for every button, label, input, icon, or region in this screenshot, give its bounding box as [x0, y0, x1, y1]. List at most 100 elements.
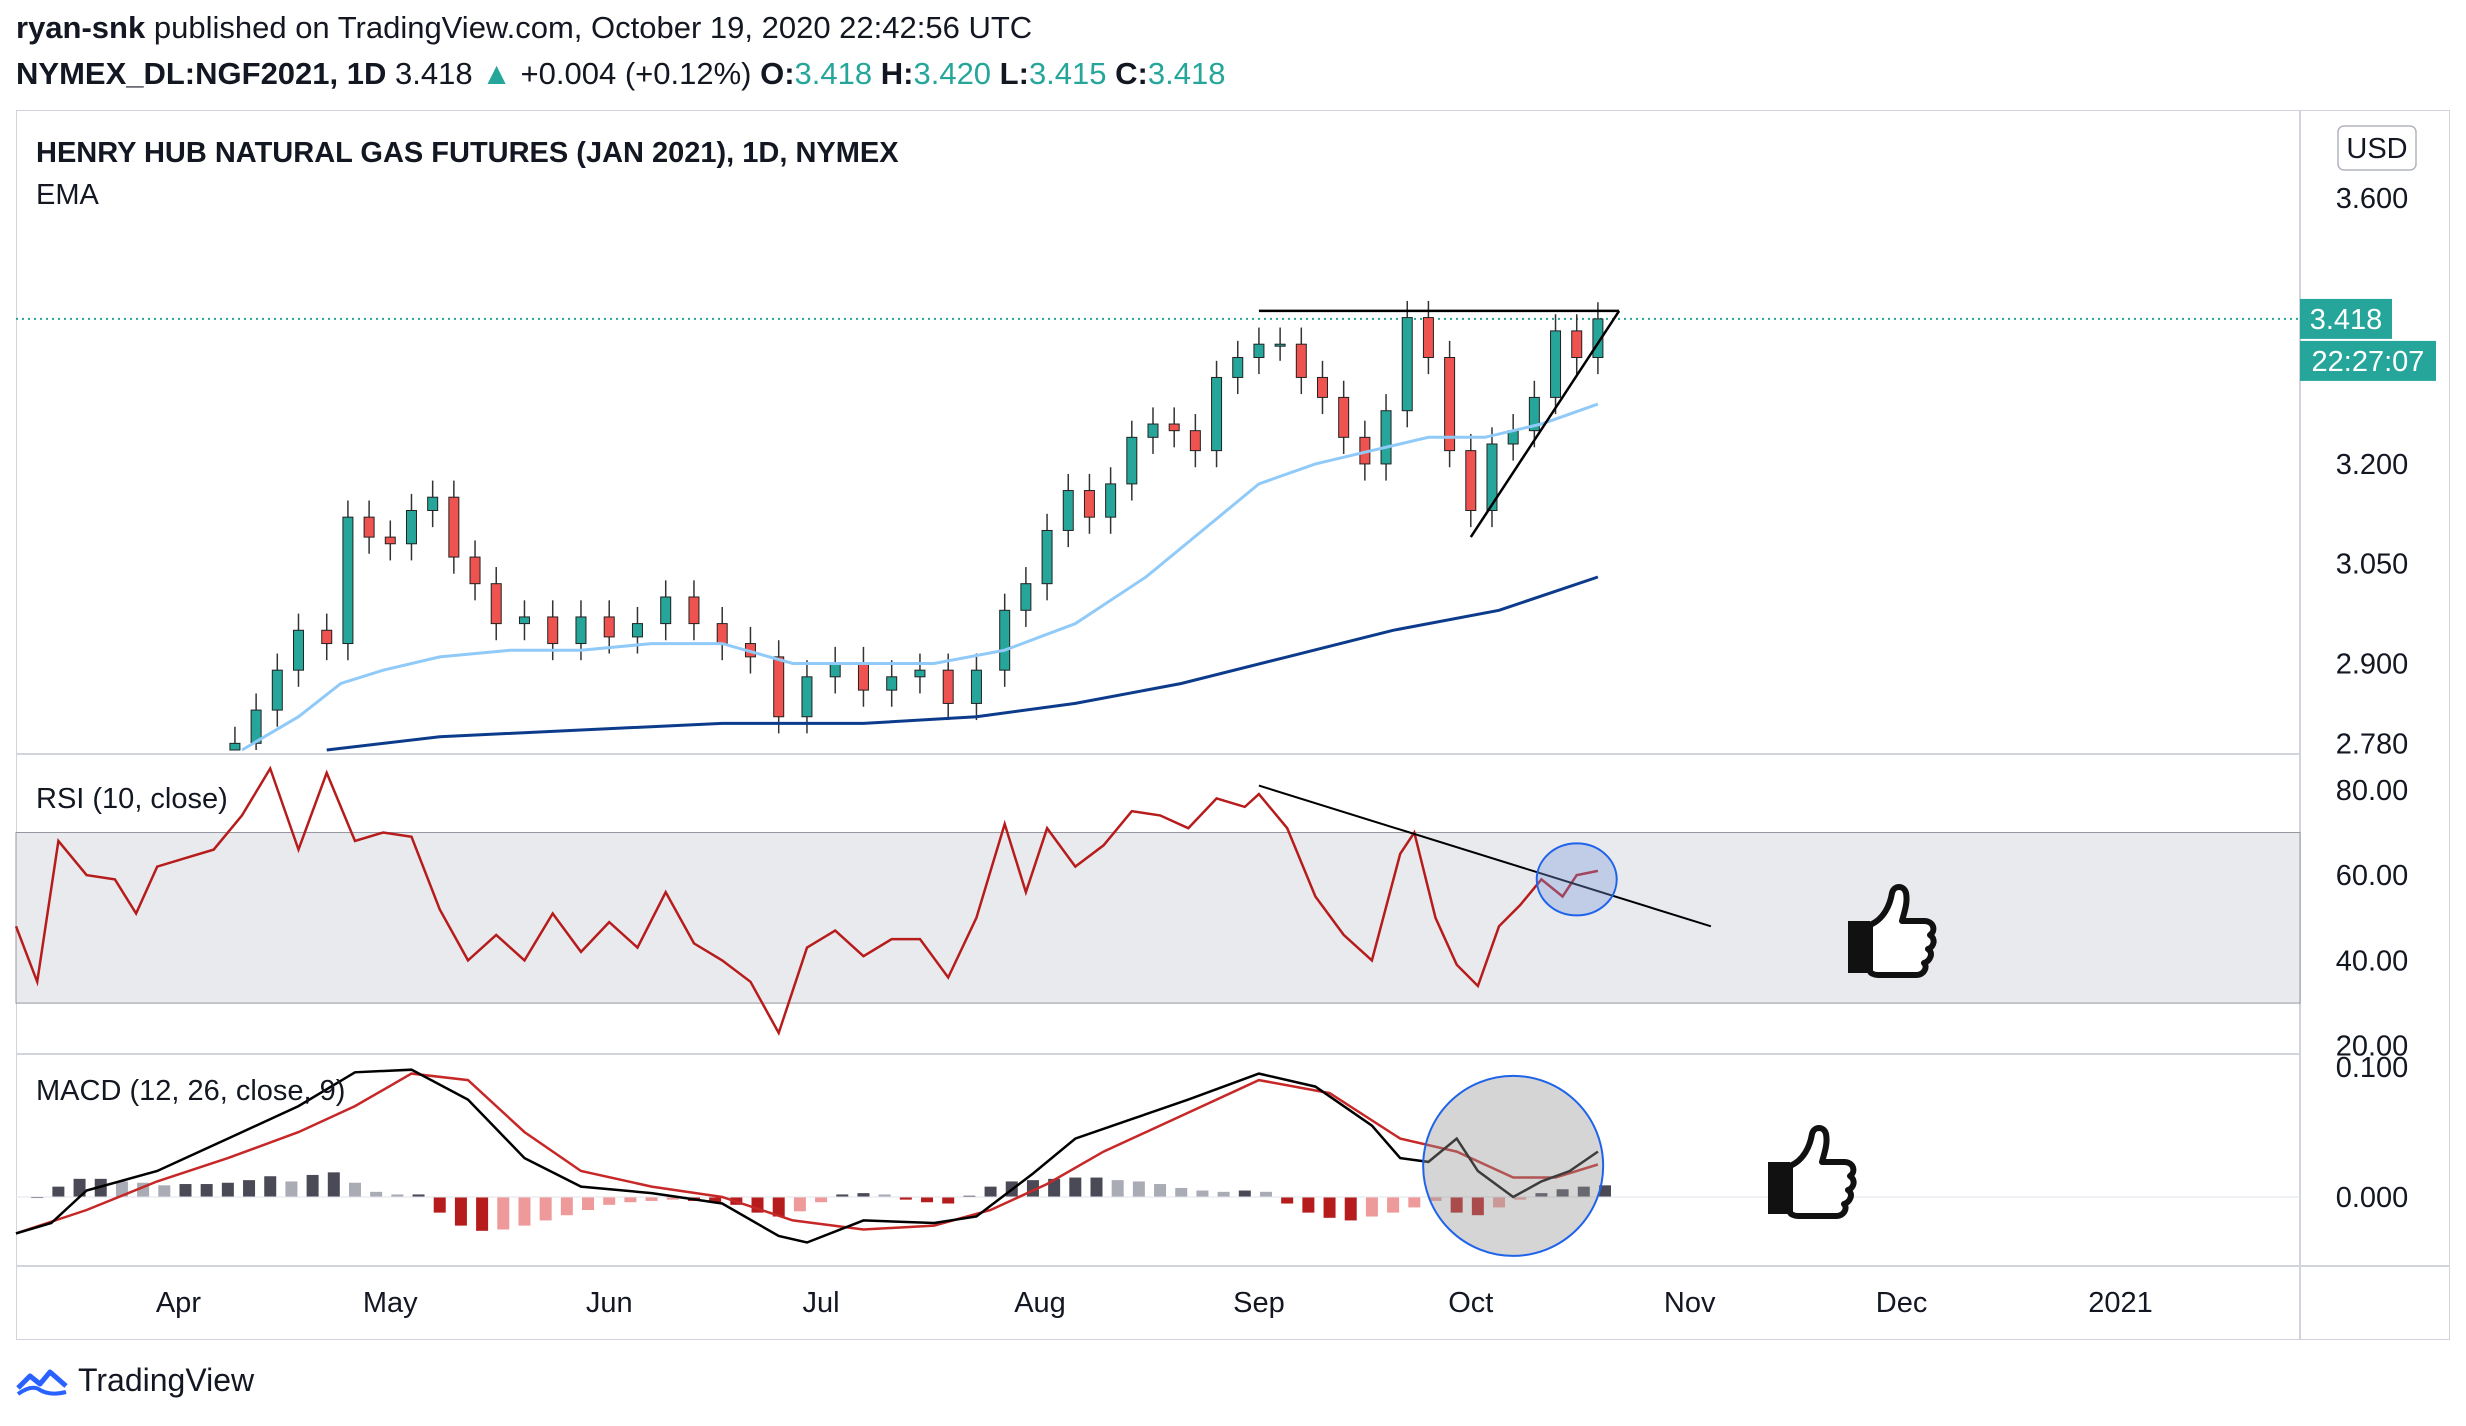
histogram-bar: [942, 1197, 955, 1204]
candle-body: [1105, 483, 1117, 518]
candle-body: [1486, 443, 1498, 512]
x-tick-label: Apr: [156, 1287, 201, 1319]
x-tick-label: May: [363, 1287, 418, 1319]
histogram-bar: [836, 1194, 849, 1198]
histogram-bar: [243, 1180, 256, 1198]
author-name[interactable]: ryan-snk: [16, 10, 146, 45]
time-axis[interactable]: Apr May Jun Jul Aug Sep Oct Nov Dec 2021: [156, 1287, 2153, 1319]
candle-body: [1211, 376, 1223, 452]
candle-body: [716, 623, 728, 645]
histogram-bar: [433, 1197, 446, 1213]
candle-body: [773, 656, 785, 718]
histogram-bar: [1196, 1190, 1209, 1198]
candle-body: [1338, 396, 1350, 438]
histogram-bar: [1281, 1197, 1294, 1204]
macd-legend[interactable]: MACD (12, 26, close, 9): [36, 1075, 345, 1107]
candle-body: [688, 596, 700, 625]
currency-label: USD: [2346, 133, 2407, 165]
candle-body: [405, 510, 417, 545]
candle-body: [448, 496, 460, 558]
x-tick-label: Aug: [1014, 1287, 1066, 1319]
publish-info: ryan-snk published on TradingView.com, O…: [16, 10, 1032, 46]
highlight-circle[interactable]: [1422, 1074, 1605, 1257]
change-value: +0.004 (+0.12%): [520, 56, 752, 91]
rsi-legend[interactable]: RSI (10, close): [36, 783, 228, 815]
y-tick-label: 3.600: [2336, 183, 2409, 215]
x-tick-label: Sep: [1233, 1287, 1285, 1319]
countdown-label: 22:27:07: [2312, 346, 2425, 378]
candle-body: [271, 669, 283, 711]
y-tick-label: 0.100: [2336, 1052, 2409, 1084]
histogram-bar: [391, 1194, 404, 1198]
macd-annotations[interactable]: [1422, 1074, 1605, 1257]
histogram-bar: [94, 1178, 107, 1198]
histogram-bar: [857, 1193, 870, 1198]
footer: TradingView: [16, 1362, 254, 1399]
tradingview-logo-icon[interactable]: [16, 1364, 68, 1398]
candle-body: [490, 583, 502, 625]
histogram-bar: [624, 1197, 637, 1203]
histogram-bar: [1132, 1181, 1145, 1198]
histogram-bar: [1535, 1193, 1548, 1198]
histogram-bar: [582, 1197, 595, 1211]
candle-body: [1422, 317, 1434, 358]
ema-legend[interactable]: EMA: [36, 179, 100, 211]
histogram-bar: [815, 1197, 828, 1203]
last-price-tag-label: 3.418: [2310, 304, 2383, 336]
low-value: 3.415: [1028, 56, 1107, 91]
macd-axis[interactable]: 0.100 0.000: [2336, 1052, 2409, 1214]
y-tick-label: 20.00: [2336, 1031, 2409, 1063]
histogram-bar: [1111, 1180, 1124, 1198]
candle-body: [427, 496, 439, 512]
candle-body: [603, 616, 615, 638]
rsi-axis[interactable]: 80.00 60.00 40.00 20.00: [2336, 775, 2409, 1063]
candle-body: [1528, 396, 1540, 432]
histogram-bar: [1344, 1197, 1357, 1221]
candle-body: [1465, 450, 1477, 512]
rsi-trendline[interactable]: [1258, 784, 1712, 928]
histogram-bar: [1429, 1197, 1442, 1201]
histogram-bar: [1556, 1189, 1569, 1198]
last-price: 3.418: [395, 56, 473, 91]
histogram-bar: [1323, 1197, 1336, 1218]
candle-body: [999, 609, 1011, 671]
countdown-tag: 22:27:07: [2300, 340, 2436, 381]
histogram-bar: [878, 1194, 891, 1198]
highlight-circle[interactable]: [1535, 842, 1618, 917]
histogram-bar: [1048, 1178, 1061, 1198]
histogram-bar: [1598, 1185, 1611, 1198]
price-axis[interactable]: 3.600 3.200 3.050 2.900 2.780: [2336, 183, 2409, 761]
candle-body: [829, 663, 841, 678]
ascending-trendline[interactable]: [1469, 310, 1621, 538]
up-triangle-icon: ▲: [481, 56, 512, 91]
ema-fast-line: [241, 402, 1599, 752]
candle-body: [321, 629, 333, 645]
histogram-bar: [963, 1195, 976, 1198]
histogram-bar: [666, 1197, 679, 1200]
open-value: 3.418: [794, 56, 873, 91]
rsi-annotations[interactable]: [1258, 784, 1712, 928]
histogram-bar: [899, 1197, 912, 1200]
histogram-bar: [454, 1197, 467, 1226]
rsi-line: [14, 765, 1599, 1037]
histogram-bar: [73, 1178, 86, 1198]
histogram-bar: [158, 1185, 171, 1198]
candle-body: [631, 623, 643, 638]
candle-body: [1168, 423, 1180, 432]
x-tick-label: Nov: [1664, 1287, 1716, 1319]
histogram-bar: [1387, 1197, 1400, 1213]
histogram-bar: [1259, 1191, 1272, 1198]
histogram-bar: [497, 1197, 510, 1230]
histogram-bar: [1090, 1177, 1103, 1198]
candle-body: [801, 676, 813, 718]
currency-button[interactable]: USD: [2337, 125, 2417, 171]
histogram-bar: [221, 1182, 234, 1198]
candle-body: [342, 516, 354, 645]
macd-line: [15, 1068, 1599, 1244]
price-annotations[interactable]: [1258, 309, 1621, 538]
histogram-bar: [306, 1174, 319, 1198]
tradingview-brand[interactable]: TradingView: [78, 1362, 255, 1398]
histogram-bar: [603, 1197, 616, 1205]
candle-body: [970, 669, 982, 704]
